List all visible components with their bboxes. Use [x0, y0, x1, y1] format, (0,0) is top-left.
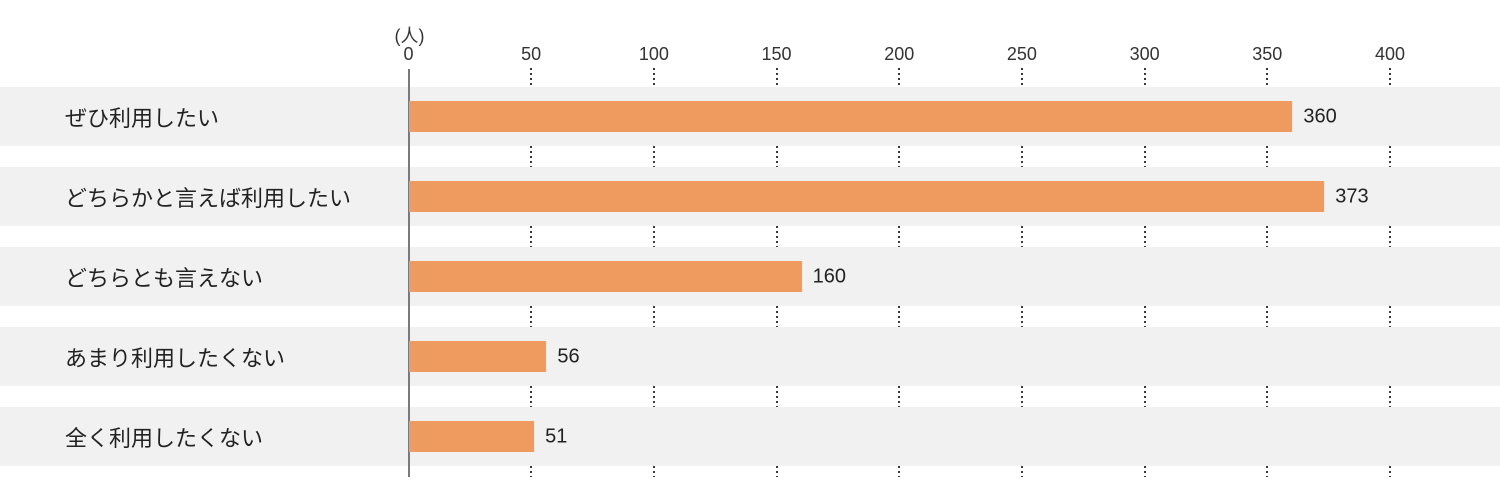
dotted-gridline	[1389, 306, 1391, 327]
dotted-gridline	[1389, 226, 1391, 247]
dotted-gridline	[530, 306, 533, 327]
axis-unit-label: (人)	[394, 26, 425, 46]
dotted-gridline	[1389, 386, 1391, 407]
row-stripe	[0, 407, 1500, 466]
x-tick-label: 200	[884, 44, 915, 64]
dotted-gridline	[1266, 306, 1269, 327]
dotted-gridline	[898, 306, 901, 327]
row-stripe	[0, 327, 1500, 386]
dotted-gridline	[1020, 466, 1023, 477]
dotted-gridline	[652, 466, 655, 477]
x-tick-label: 150	[761, 44, 792, 64]
x-tick-label: 50	[521, 44, 542, 64]
dotted-gridline	[652, 386, 655, 407]
x-tick-label: 300	[1129, 44, 1160, 64]
category-label: 全く利用したくない	[65, 425, 264, 451]
dotted-gridline	[530, 226, 533, 247]
dotted-gridline	[652, 68, 655, 87]
dotted-gridline	[1266, 386, 1269, 407]
dotted-gridline	[775, 306, 778, 327]
bar	[409, 181, 1325, 212]
dotted-gridline	[775, 68, 778, 87]
dotted-gridline	[530, 146, 533, 167]
dotted-gridline	[1389, 68, 1391, 87]
dotted-gridline	[1389, 466, 1391, 477]
dotted-gridline	[898, 386, 901, 407]
category-label: どちらかと言えば利用したい	[65, 185, 352, 211]
x-tick-label: 250	[1006, 44, 1037, 64]
dotted-gridline	[1143, 306, 1146, 327]
dotted-gridline	[1020, 306, 1023, 327]
y-axis-baseline	[407, 69, 410, 477]
bar	[409, 101, 1293, 132]
dotted-gridline	[775, 466, 778, 477]
value-label: 51	[545, 425, 568, 447]
x-tick-label: 100	[638, 44, 669, 64]
category-label: どちらとも言えない	[65, 265, 264, 291]
dotted-gridline	[1266, 68, 1269, 87]
bar	[409, 341, 547, 372]
dotted-gridline	[898, 226, 901, 247]
dotted-gridline	[1020, 68, 1023, 87]
value-label: 360	[1303, 105, 1337, 127]
dotted-gridline	[1266, 146, 1269, 167]
x-tick-label: 0	[403, 44, 414, 64]
dotted-gridline	[898, 466, 901, 477]
dotted-gridline	[898, 68, 901, 87]
category-label: あまり利用したくない	[65, 345, 286, 371]
dotted-gridline	[1020, 386, 1023, 407]
dotted-gridline	[652, 226, 655, 247]
dotted-gridline	[652, 306, 655, 327]
value-label: 373	[1335, 185, 1369, 207]
dotted-gridline	[1020, 226, 1023, 247]
dotted-gridline	[898, 146, 901, 167]
dotted-gridline	[1020, 146, 1023, 167]
dotted-gridline	[775, 386, 778, 407]
dotted-gridline	[1143, 146, 1146, 167]
dotted-gridline	[1143, 386, 1146, 407]
dotted-gridline	[530, 386, 533, 407]
value-label: 56	[557, 345, 580, 367]
bar	[409, 421, 535, 452]
dotted-gridline	[1266, 466, 1269, 477]
bar	[409, 261, 802, 292]
dotted-gridline	[775, 226, 778, 247]
category-label: ぜひ利用したい	[65, 105, 220, 131]
value-label: 160	[812, 265, 846, 287]
dotted-gridline	[1389, 146, 1391, 167]
dotted-gridline	[530, 466, 533, 477]
x-tick-label: 400	[1374, 44, 1406, 64]
dotted-gridline	[1143, 226, 1146, 247]
dotted-gridline	[530, 68, 533, 87]
dotted-gridline	[1143, 466, 1146, 477]
dotted-gridline	[652, 146, 655, 167]
dotted-gridline	[775, 146, 778, 167]
dotted-gridline	[1266, 226, 1269, 247]
dotted-gridline	[1143, 68, 1146, 87]
x-tick-label: 350	[1252, 44, 1283, 64]
